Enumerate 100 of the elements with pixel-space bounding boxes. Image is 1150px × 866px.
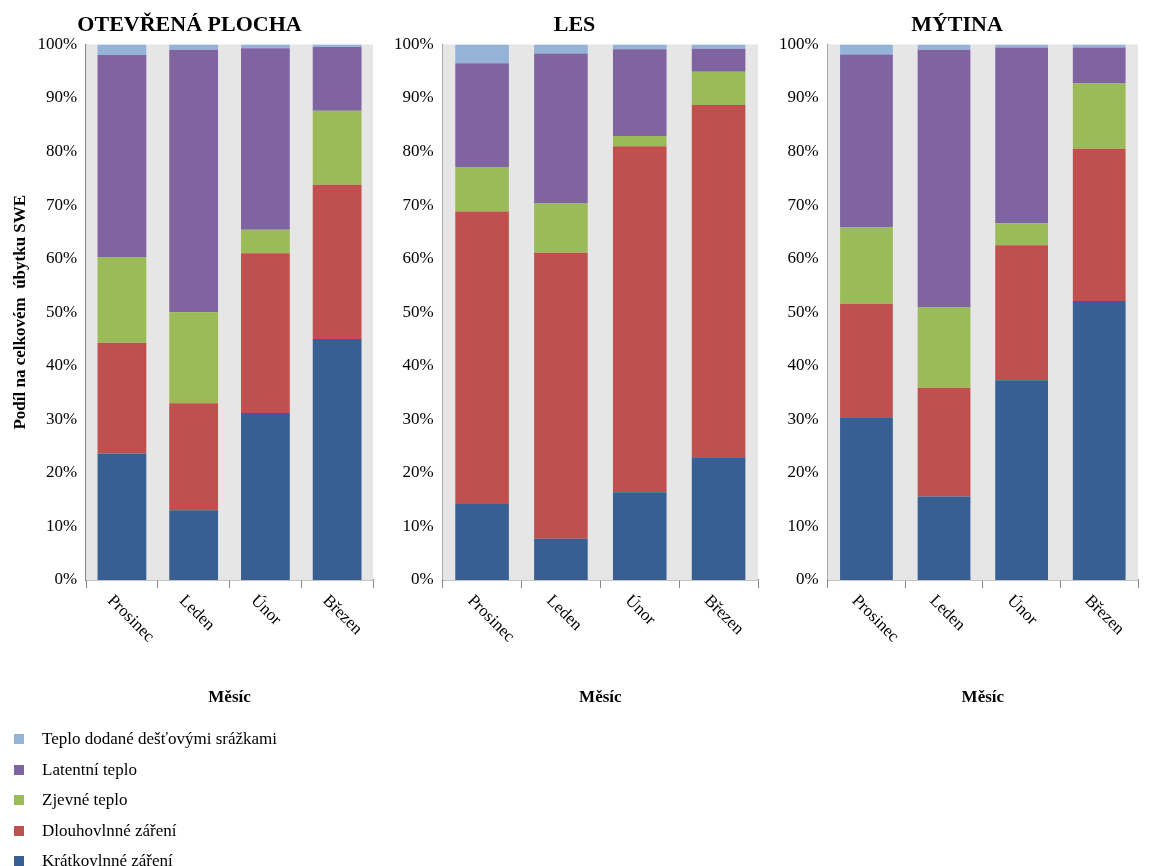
- y-tick-label: 40%: [45, 355, 78, 375]
- legend-label: Krátkovlnné záření: [42, 851, 173, 866]
- x-axis-title: Měsíc: [961, 687, 1005, 707]
- bar: [97, 44, 147, 56]
- bar: [840, 54, 893, 228]
- bar: [312, 338, 362, 580]
- bar: [312, 110, 362, 185]
- bar: [612, 492, 667, 580]
- bar: [612, 146, 667, 493]
- bar: [840, 44, 893, 55]
- bar: [612, 49, 667, 136]
- y-tick-label: 30%: [45, 408, 78, 428]
- y-tick-label: 40%: [787, 355, 819, 375]
- bar: [169, 312, 219, 404]
- x-axis-title: Měsíc: [579, 687, 623, 707]
- x-axis-title: Měsíc: [208, 687, 252, 707]
- y-tick-label: 50%: [45, 301, 78, 321]
- bar: [917, 387, 971, 497]
- bar: [1072, 44, 1126, 48]
- bar: [241, 253, 290, 413]
- bar: [995, 245, 1048, 381]
- y-tick-label: 70%: [787, 194, 819, 214]
- bar: [97, 453, 147, 580]
- y-tick-label: 30%: [402, 408, 434, 428]
- bar: [917, 307, 971, 388]
- bar: [534, 44, 588, 54]
- bar: [534, 203, 588, 253]
- bar: [1072, 148, 1126, 301]
- bar: [455, 44, 509, 64]
- y-tick-label: 0%: [54, 569, 78, 589]
- bar: [917, 496, 971, 580]
- bar: [169, 49, 219, 313]
- bar: [169, 403, 219, 511]
- bar: [691, 104, 746, 458]
- bar: [691, 44, 746, 49]
- chart-title: LES: [553, 10, 596, 36]
- y-tick-label: 60%: [45, 248, 78, 268]
- bar: [840, 227, 893, 304]
- y-tick-label: 50%: [787, 301, 819, 321]
- bar: [534, 538, 588, 580]
- bar: [241, 229, 290, 254]
- y-tick-label: 100%: [37, 33, 78, 53]
- bar: [691, 71, 746, 105]
- legend-label: Latentní teplo: [42, 759, 137, 780]
- y-tick-label: 70%: [402, 194, 434, 214]
- bar: [917, 49, 971, 308]
- bar: [995, 44, 1048, 48]
- y-tick-label: 40%: [402, 355, 434, 375]
- bar: [691, 48, 746, 72]
- legend-label: Dlouhovlnné záření: [42, 820, 177, 841]
- legend-label: Teplo dodané dešťovými srážkami: [42, 729, 278, 750]
- bar: [455, 63, 509, 168]
- y-tick-label: 20%: [402, 462, 434, 482]
- y-tick-label: 90%: [402, 87, 434, 107]
- y-tick-label: 80%: [787, 140, 819, 160]
- y-tick-label: 0%: [410, 569, 434, 589]
- bar: [995, 380, 1048, 580]
- chart-title: MÝTINA: [911, 10, 1003, 36]
- y-tick-label: 50%: [402, 301, 434, 321]
- y-tick-label: 20%: [787, 462, 819, 482]
- y-tick-label: 90%: [787, 87, 819, 107]
- y-tick-label: 100%: [778, 33, 819, 53]
- bar: [97, 257, 147, 343]
- legend-label: Zjevné teplo: [42, 790, 128, 811]
- bar: [241, 412, 290, 580]
- bar: [1072, 83, 1126, 149]
- y-tick-label: 90%: [45, 87, 78, 107]
- y-tick-label: 10%: [45, 515, 78, 535]
- bar: [312, 47, 362, 111]
- y-tick-label: 80%: [45, 140, 78, 160]
- bar: [455, 211, 509, 504]
- y-tick-label: 10%: [402, 515, 434, 535]
- bar: [312, 184, 362, 339]
- y-tick-label: 70%: [45, 194, 78, 214]
- y-tick-label: 10%: [787, 515, 819, 535]
- bar: [455, 167, 509, 212]
- y-tick-label: 60%: [787, 248, 819, 268]
- bar: [1072, 47, 1126, 84]
- bar: [169, 44, 219, 50]
- y-tick-label: 20%: [45, 462, 78, 482]
- bar: [97, 55, 147, 258]
- bar: [455, 503, 509, 580]
- bar: [241, 48, 290, 230]
- y-tick-label: 60%: [402, 248, 434, 268]
- bar: [995, 47, 1048, 224]
- bar: [840, 303, 893, 418]
- y-tick-label: 30%: [787, 408, 819, 428]
- y-axis-title: Podíl na celkovém úbytku SWE: [9, 194, 29, 430]
- bar: [917, 44, 971, 50]
- bar: [534, 53, 588, 204]
- bar: [691, 457, 746, 580]
- bar: [840, 417, 893, 580]
- bar: [169, 510, 219, 580]
- bar: [612, 135, 667, 147]
- bar: [1072, 300, 1126, 580]
- bar: [534, 252, 588, 539]
- bar: [995, 223, 1048, 246]
- y-tick-label: 0%: [795, 569, 819, 589]
- y-tick-label: 100%: [393, 33, 434, 53]
- chart-title: OTEVŘENÁ PLOCHA: [77, 10, 302, 36]
